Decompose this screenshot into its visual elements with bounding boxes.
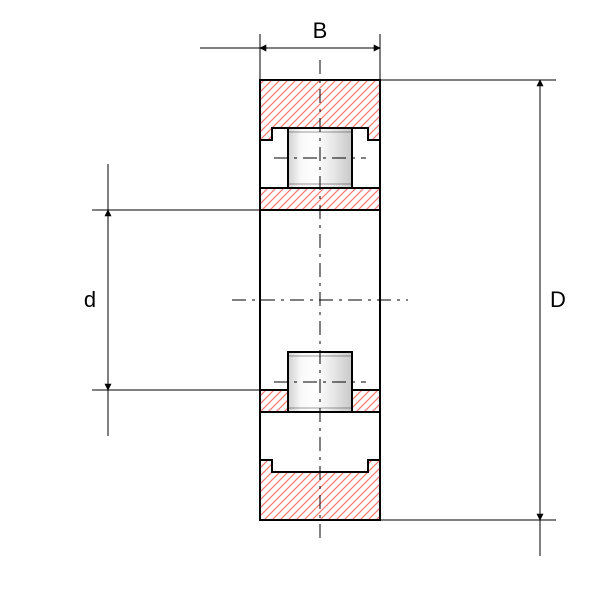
dimension-label-D: D [550, 287, 566, 312]
dimension-label-d: d [84, 287, 96, 312]
bearing-cross-section-diagram: B D d [0, 0, 600, 600]
dimension-label-B: B [313, 18, 328, 43]
